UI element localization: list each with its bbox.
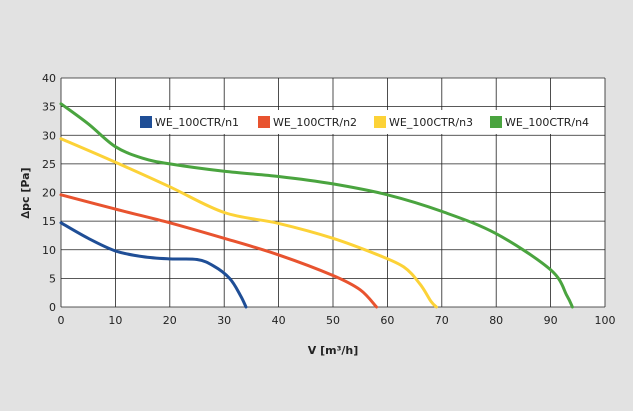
y-tick-label: 25 — [42, 158, 56, 171]
series-lines — [59, 102, 574, 309]
series-line-2 — [59, 193, 378, 309]
x-tick-label: 70 — [435, 314, 449, 327]
y-tick-label: 10 — [42, 244, 56, 257]
x-tick-label: 50 — [326, 314, 340, 327]
y-tick-label: 40 — [42, 72, 56, 85]
y-tick-label: 35 — [42, 101, 56, 114]
legend-label-1: WE_100CTR/n1 — [155, 116, 239, 129]
x-tick-label: 40 — [272, 314, 286, 327]
legend-label-3: WE_100CTR/n3 — [389, 116, 473, 129]
y-tick-label: 5 — [49, 272, 56, 285]
y-tick-label: 0 — [49, 301, 56, 314]
y-tick-label: 30 — [42, 129, 56, 142]
x-tick-label: 20 — [163, 314, 177, 327]
legend-swatch-2 — [258, 116, 270, 128]
legend-label-4: WE_100CTR/n4 — [505, 116, 589, 129]
x-tick-label: 90 — [544, 314, 558, 327]
series-line-4 — [59, 102, 574, 309]
x-tick-label: 10 — [108, 314, 122, 327]
x-tick-label: 30 — [217, 314, 231, 327]
legend-box — [129, 110, 595, 134]
series-line-3 — [59, 137, 438, 309]
y-tick-label: 15 — [42, 215, 56, 228]
x-tick-label: 100 — [595, 314, 616, 327]
legend-swatch-3 — [374, 116, 386, 128]
y-tick-labels: 0 5 10 15 20 25 30 35 40 — [42, 72, 56, 314]
series-line-1 — [59, 221, 248, 309]
x-tick-label: 0 — [58, 314, 65, 327]
legend: WE_100CTR/n1 WE_100CTR/n2 WE_100CTR/n3 WE_1… — [129, 110, 595, 134]
x-axis-label: V [m³/h] — [308, 344, 359, 357]
x-tick-label: 60 — [380, 314, 394, 327]
y-tick-label: 20 — [42, 187, 56, 200]
y-axis-label: ∆pc [Pa] — [19, 167, 32, 218]
legend-label-2: WE_100CTR/n2 — [273, 116, 357, 129]
x-tick-labels: 0 10 20 30 40 50 60 70 80 90 100 — [58, 314, 616, 327]
legend-swatch-4 — [490, 116, 502, 128]
legend-swatch-1 — [140, 116, 152, 128]
x-tick-label: 80 — [489, 314, 503, 327]
